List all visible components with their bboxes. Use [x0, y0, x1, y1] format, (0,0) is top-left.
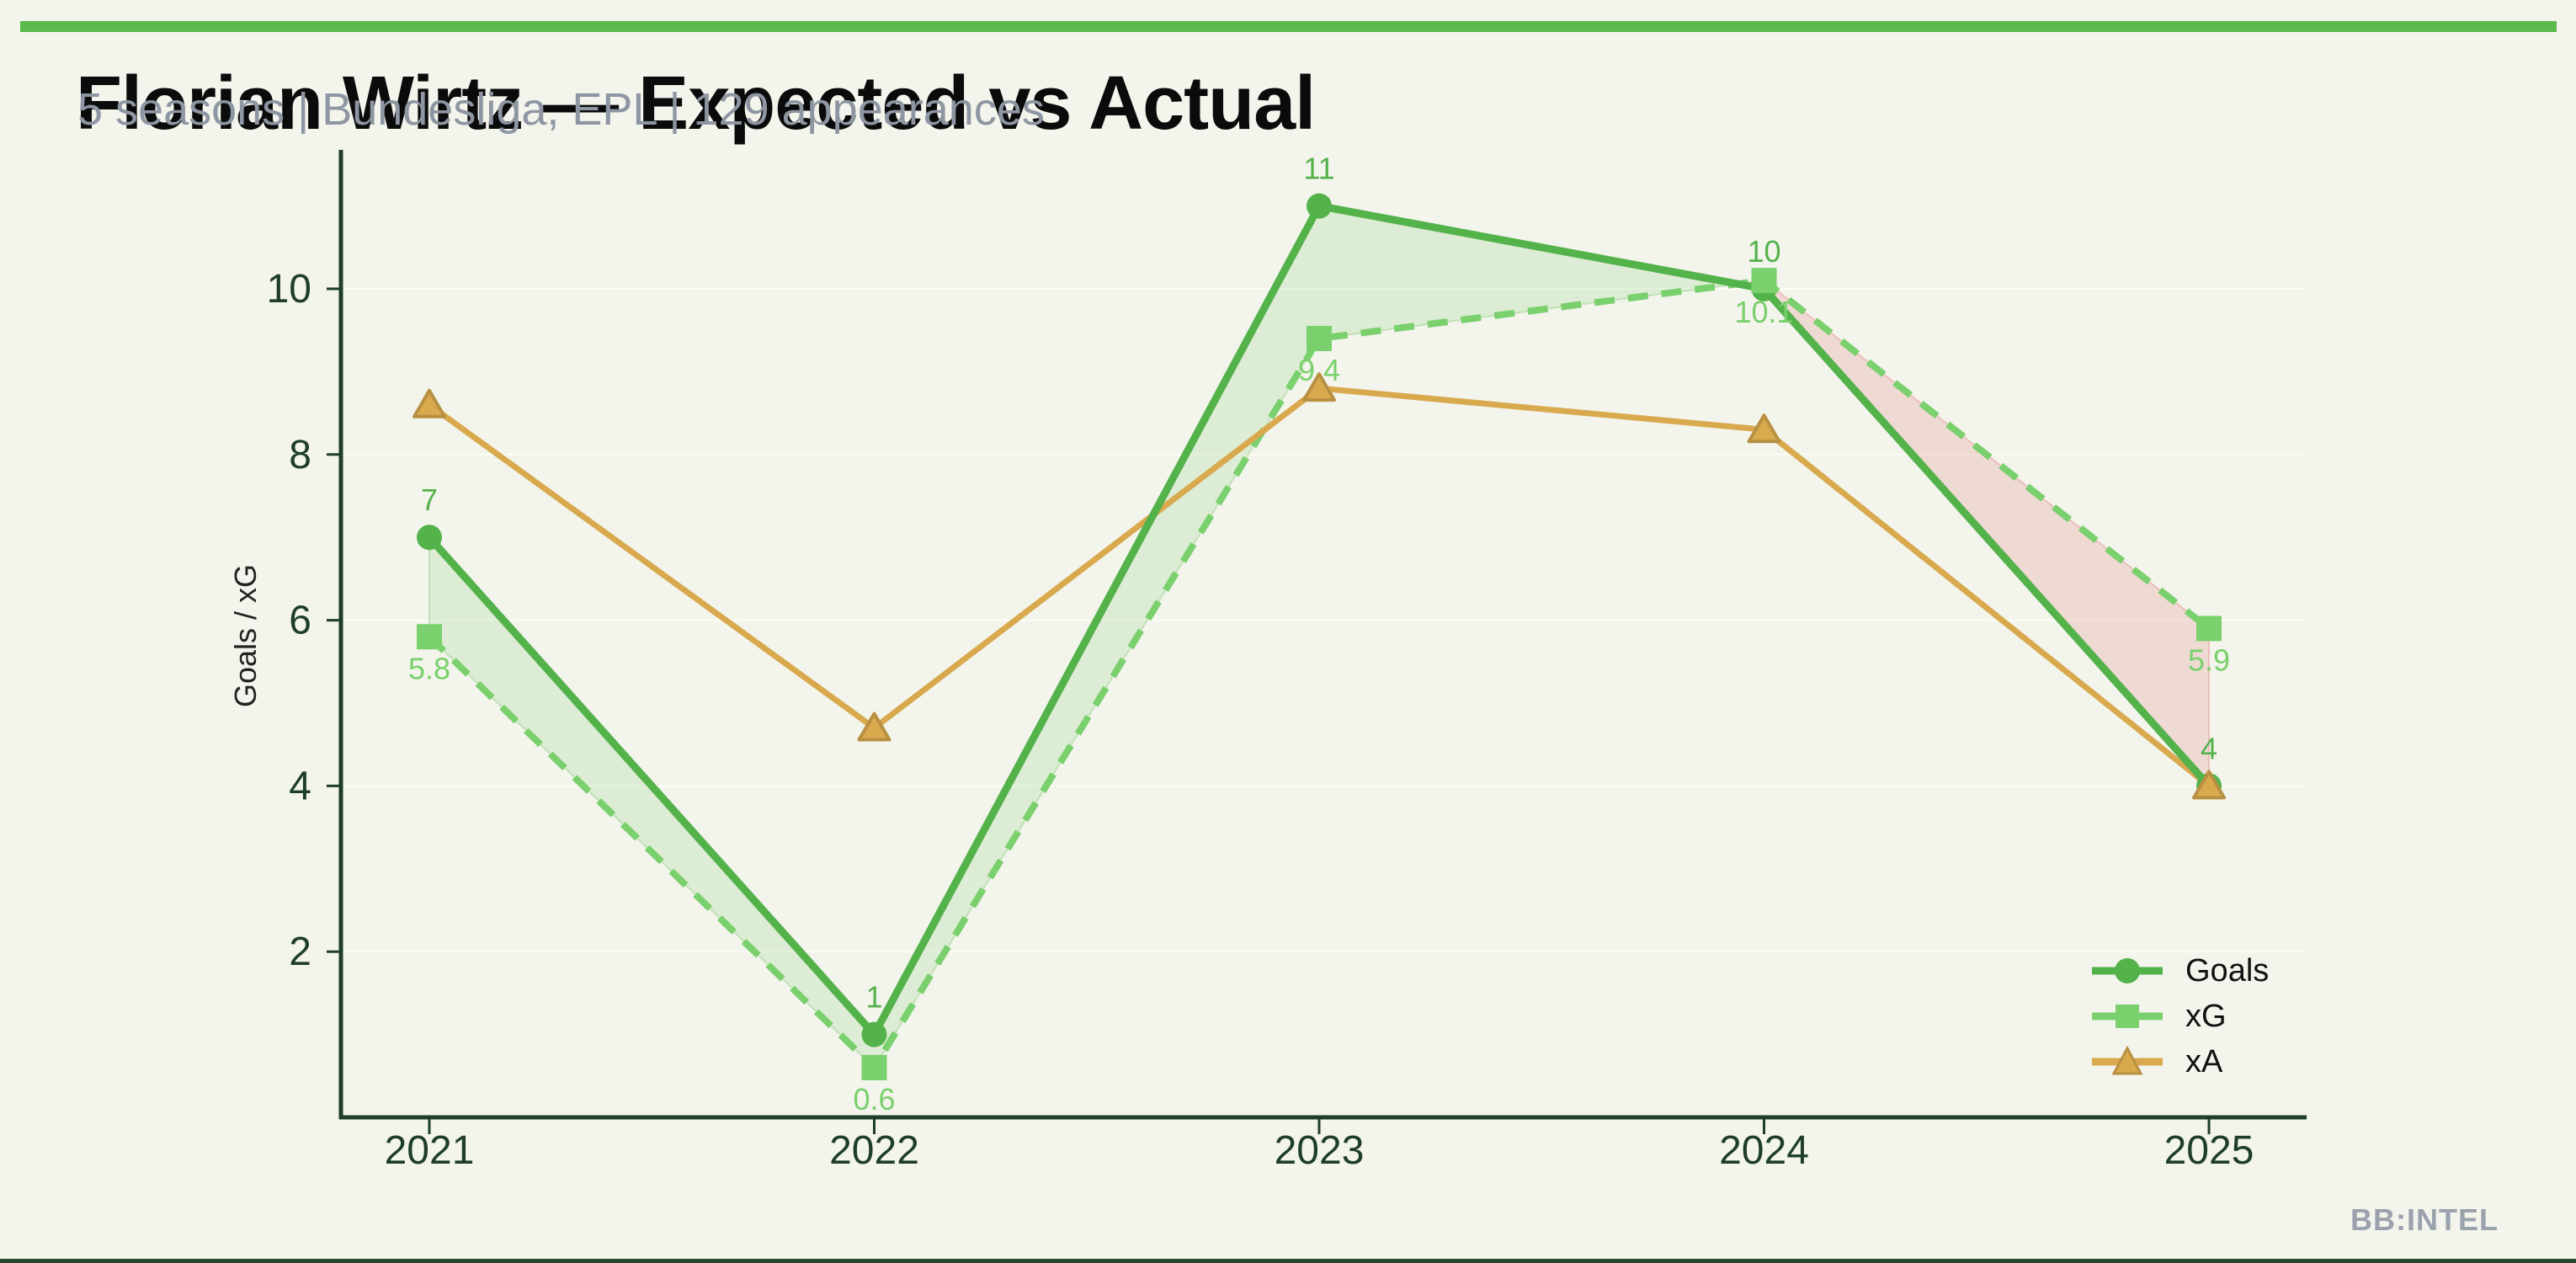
top-accent-bar: [20, 21, 2557, 32]
legend-label-xg: xG: [2185, 998, 2227, 1034]
legend-label-goals: Goals: [2185, 952, 2270, 989]
marker-triangle-xa: [2192, 770, 2226, 800]
page-subtitle: 5 seasons | Bundesliga, EPL | 129 appear…: [77, 84, 1045, 135]
legend-item-xg: xG: [2089, 994, 2269, 1039]
marker-square-xg: [861, 1054, 887, 1080]
bottom-accent-bar: [0, 1259, 2576, 1263]
goals-marker-icon: [2092, 958, 2163, 983]
marker-circle-goals: [1307, 193, 1332, 219]
y-tick-label: 4: [289, 764, 311, 808]
legend-item-xa: xA: [2089, 1039, 2269, 1084]
point-label-goals: 7: [421, 482, 438, 517]
point-label-goals: 11: [1303, 152, 1334, 186]
y-tick-label: 8: [289, 433, 311, 477]
legend-item-goals: Goals: [2089, 948, 2269, 994]
xg-marker-icon: [2092, 1005, 2163, 1028]
legend-label-xa: xA: [2185, 1043, 2223, 1079]
x-tick-label: 2025: [2164, 1128, 2254, 1173]
x-tick-label: 2022: [829, 1128, 919, 1173]
point-label-goals: 1: [865, 980, 882, 1015]
chart-legend: Goals xG xA: [2089, 948, 2269, 1084]
point-label-goals: 4: [2201, 731, 2217, 765]
marker-triangle-xa: [1747, 413, 1781, 444]
marker-square-xg: [1307, 326, 1332, 352]
point-label-xg: 5.8: [408, 651, 450, 685]
page-title: Florian Wirtz — Expected vs Actual: [76, 61, 1316, 147]
y-tick-label: 10: [267, 267, 311, 312]
line-xg: [427, 277, 2211, 1071]
marker-triangle-xa: [412, 388, 446, 418]
y-tick-label: 2: [289, 930, 311, 974]
brand-watermark: BB:INTEL: [2350, 1202, 2499, 1237]
marker-square-xg: [2196, 616, 2222, 642]
marker-triangle-xa: [1302, 372, 1336, 402]
xa-marker-icon: [2092, 1045, 2163, 1075]
marker-triangle-xa: [857, 711, 891, 742]
fill-overperformance: [428, 205, 1739, 1069]
y-tick-label: 6: [289, 599, 311, 643]
point-label-goals: 10: [1747, 234, 1780, 269]
marker-circle-goals: [861, 1021, 887, 1047]
point-label-xg: 0.6: [853, 1082, 895, 1116]
x-tick-label: 2021: [385, 1128, 475, 1173]
x-tick-label: 2023: [1275, 1128, 1365, 1173]
marker-square-xg: [417, 624, 442, 650]
point-label-xg: 5.9: [2188, 642, 2230, 677]
marker-circle-goals: [417, 525, 442, 551]
marker-square-xg: [1751, 268, 1777, 294]
x-tick-label: 2024: [1719, 1128, 1809, 1173]
